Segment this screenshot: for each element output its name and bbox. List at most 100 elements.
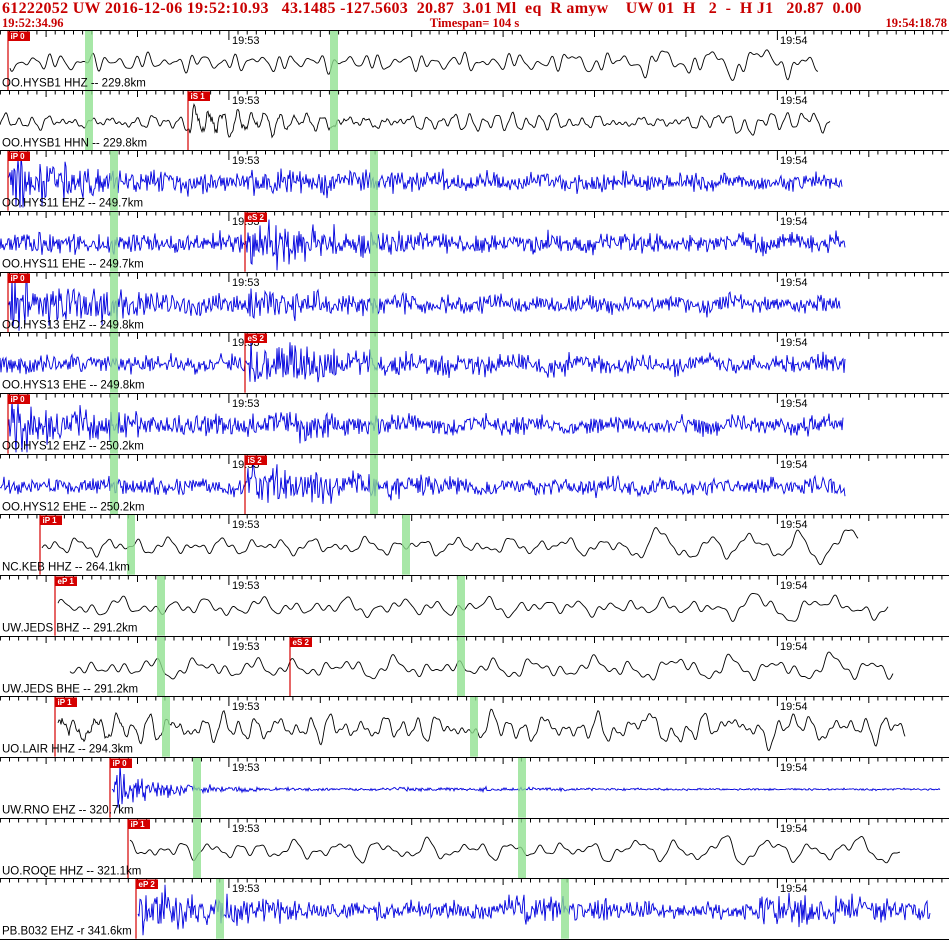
trace-panel-OO.HYSB1.HHN[interactable]: 19:53 19:54 iS 1 OO.HYSB1 HHN -- 229.8km xyxy=(0,90,949,152)
minute-label: 19:54 xyxy=(780,641,808,653)
trace-panel-UW.RNO.EHZ[interactable]: 19:53 19:54 iP 0 UW.RNO EHZ -- 320.7km xyxy=(0,757,949,819)
time-ruler xyxy=(0,31,943,40)
waveform-trace xyxy=(7,400,844,453)
channel-label: OO.HYS12 EHZ -- 250.2km xyxy=(2,441,144,453)
phase-pick-flag[interactable] xyxy=(55,576,77,586)
minute-label: 19:53 xyxy=(232,762,260,774)
time-ruler xyxy=(0,211,943,221)
time-ruler xyxy=(0,818,943,828)
window-end-time: 19:54:18.78 xyxy=(885,16,947,30)
phase-pick-flag[interactable] xyxy=(245,333,267,344)
theoretical-arrival-marker xyxy=(193,818,201,879)
timespan-label: Timespan= 104 s xyxy=(429,16,520,30)
phase-pick-flag[interactable] xyxy=(245,212,267,222)
phase-pick-flag[interactable] xyxy=(136,879,158,890)
channel-label: OO.HYS11 EHE -- 249.7km xyxy=(2,259,144,271)
minute-label: 19:54 xyxy=(780,35,808,47)
minute-label: 19:54 xyxy=(780,216,808,228)
time-ruler xyxy=(0,393,943,403)
phase-pick-label: eP 2 xyxy=(139,880,156,889)
phase-pick-flag[interactable] xyxy=(128,819,150,829)
minute-label: 19:54 xyxy=(780,398,808,410)
phase-pick-flag[interactable] xyxy=(245,455,267,465)
minute-label: 19:54 xyxy=(780,762,808,774)
time-window-bar: 19:52:34.96 Timespan= 104 s 19:54:18.78 xyxy=(0,16,949,30)
trace-panel-OO.HYSB1.HHZ[interactable]: 19:53 19:54 iP 0 OO.HYSB1 HHZ -- 229.8km xyxy=(0,30,949,91)
theoretical-arrival-marker xyxy=(110,211,118,272)
phase-pick-flag[interactable] xyxy=(55,697,77,708)
trace-panel-NC.KEB.HHZ[interactable]: 19:53 19:54 iP 1 NC.KEB HHZ -- 264.1km xyxy=(0,515,949,576)
channel-label: UW.JEDS BHZ -- 291.2km xyxy=(2,623,137,635)
phase-pick-flag[interactable] xyxy=(110,758,132,768)
trace-panel-PB.B032.EHZ[interactable]: 19:53 19:54 eP 2 PB.B032 EHZ -r 341.6km xyxy=(0,879,949,940)
waveform-trace xyxy=(0,461,846,504)
phase-pick-flag[interactable] xyxy=(290,637,312,647)
waveform-trace xyxy=(0,337,846,383)
channel-label: OO.HYSB1 HHN -- 229.8km xyxy=(2,137,147,149)
phase-pick-label: iP 0 xyxy=(11,274,26,283)
channel-label: PB.B032 EHZ -r 341.6km xyxy=(2,926,132,938)
phase-pick-label: eS 2 xyxy=(248,213,265,222)
time-ruler xyxy=(0,515,943,525)
minute-label: 19:53 xyxy=(232,701,260,713)
phase-pick-flag[interactable] xyxy=(188,91,210,101)
theoretical-arrival-marker xyxy=(370,211,378,272)
phase-pick-label: iP 0 xyxy=(11,152,26,161)
minute-label: 19:53 xyxy=(232,398,260,410)
minute-label: 19:53 xyxy=(232,35,260,47)
window-start-time: 19:52:34.96 xyxy=(2,16,64,30)
channel-label: OO.HYS12 EHE -- 250.2km xyxy=(2,501,145,513)
minute-label: 19:54 xyxy=(780,277,808,289)
waveform-trace xyxy=(0,219,846,271)
phase-pick-label: iS 2 xyxy=(248,456,263,465)
trace-panel-UO.ROQE.HHZ[interactable]: 19:53 19:54 iP 1 UO.ROQE HHZ -- 321.1km xyxy=(0,818,949,880)
theoretical-arrival-marker xyxy=(470,697,478,757)
time-ruler xyxy=(0,697,943,707)
theoretical-arrival-marker xyxy=(330,31,338,90)
waveform-trace xyxy=(0,102,831,139)
waveform-trace xyxy=(69,651,894,681)
minute-label: 19:54 xyxy=(780,883,808,895)
phase-pick-label: iP 1 xyxy=(43,516,58,525)
phase-pick-label: eP 1 xyxy=(58,577,75,586)
waveform-trace xyxy=(7,277,841,331)
time-ruler xyxy=(0,575,943,585)
theoretical-arrival-marker xyxy=(457,636,465,697)
minute-label: 19:54 xyxy=(780,459,808,471)
phase-pick-label: iS 1 xyxy=(191,92,206,101)
trace-panel-UW.JEDS.BHE[interactable]: 19:53 19:54 eS 2 UW.JEDS BHE -- 291.2km xyxy=(0,636,949,698)
minute-label: 19:53 xyxy=(232,580,260,592)
theoretical-arrival-marker xyxy=(85,31,93,90)
theoretical-arrival-marker xyxy=(370,333,378,393)
time-ruler xyxy=(0,757,943,767)
trace-panel-OO.HYS11.EHZ[interactable]: 19:53 19:54 iP 0 OO.HYS11 EHZ -- 249.7km xyxy=(0,151,949,212)
theoretical-arrival-marker xyxy=(193,757,201,818)
trace-panel-UW.JEDS.BHZ[interactable]: 19:53 19:54 eP 1 UW.JEDS BHZ -- 291.2km xyxy=(0,575,949,637)
channel-label: UO.LAIR HHZ -- 294.3km xyxy=(2,744,133,756)
phase-pick-flag[interactable] xyxy=(8,394,30,404)
phase-pick-label: eS 2 xyxy=(293,638,310,647)
waveform-trace xyxy=(9,49,819,81)
phase-pick-label: iP 0 xyxy=(11,32,26,41)
trace-panel-UO.LAIR.HHZ[interactable]: 19:53 19:54 iP 1 UO.LAIR HHZ -- 294.3km xyxy=(0,697,949,758)
time-ruler xyxy=(0,454,943,464)
minute-label: 19:53 xyxy=(232,277,260,289)
trace-panel-OO.HYS12.EHZ[interactable]: 19:53 19:54 iP 0 OO.HYS12 EHZ -- 250.2km xyxy=(0,393,949,455)
trace-panel-OO.HYS13.EHZ[interactable]: 19:53 19:54 iP 0 OO.HYS13 EHZ -- 249.8km xyxy=(0,272,949,334)
phase-pick-flag[interactable] xyxy=(8,151,30,162)
phase-pick-flag[interactable] xyxy=(8,273,30,283)
minute-label: 19:54 xyxy=(780,155,808,167)
phase-pick-label: iP 1 xyxy=(58,698,73,707)
theoretical-arrival-marker xyxy=(157,636,165,697)
phase-pick-flag[interactable] xyxy=(8,31,30,42)
minute-label: 19:54 xyxy=(780,701,808,713)
minute-label: 19:53 xyxy=(232,519,260,531)
phase-pick-label: eS 2 xyxy=(248,334,265,343)
minute-label: 19:53 xyxy=(232,641,260,653)
phase-pick-flag[interactable] xyxy=(40,515,62,526)
channel-label: OO.HYSB1 HHZ -- 229.8km xyxy=(2,78,146,90)
theoretical-arrival-marker xyxy=(518,757,526,818)
